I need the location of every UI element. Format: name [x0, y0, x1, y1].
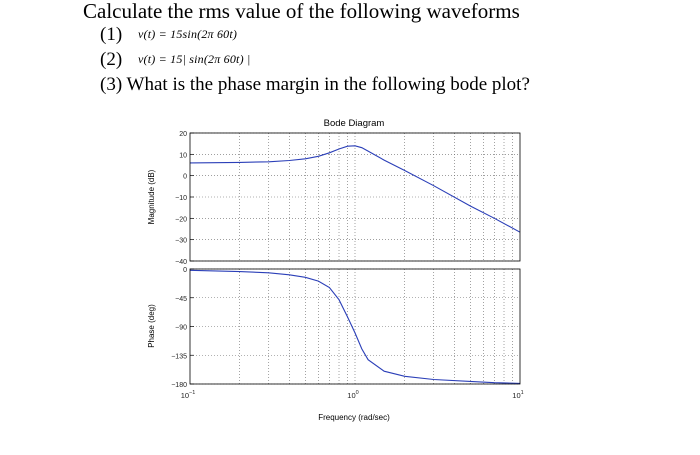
x-tick-exponent: 1 — [521, 390, 524, 396]
magnitude-frame — [189, 132, 521, 262]
phase-y-tick-label: −180 — [171, 382, 187, 389]
phase-x-ticks: 10−1 100 101 — [181, 390, 524, 400]
magnitude-y-tick-label: −10 — [175, 195, 187, 202]
magnitude-y-tick-label: −30 — [175, 238, 187, 245]
question-2-equation: v(t) = 15| sin(2π 60t) | — [138, 52, 251, 66]
phase-y-tick-label: −135 — [171, 353, 187, 360]
magnitude-y-tick-label: 10 — [179, 152, 187, 159]
magnitude-y-tick-label: −20 — [175, 216, 187, 223]
magnitude-y-tick-label: 20 — [179, 131, 187, 138]
phase-y-tick-label: −45 — [175, 296, 187, 303]
phase-y-ticks: 0 −45 −90 −135 −180 — [171, 267, 194, 389]
magnitude-series-line — [189, 145, 521, 233]
phase-y-tick-label: 0 — [183, 267, 187, 274]
magnitude-y-axis-label: Magnitude (dB) — [147, 169, 156, 224]
question-1-number: (1) — [100, 24, 123, 45]
question-2-number: (2) — [100, 49, 123, 70]
phase-y-axis-label: Phase (deg) — [147, 304, 156, 348]
x-tick-label: 10−1 — [181, 390, 196, 400]
magnitude-y-tick-label: −40 — [175, 259, 187, 266]
phase-series-line — [189, 269, 521, 384]
problem-title: Calculate the rms value of the following… — [83, 0, 520, 23]
question-1: (1) v(t) = 15sin(2π 60t) — [100, 22, 237, 47]
question-3: (3) What is the phase margin in the foll… — [100, 74, 530, 95]
chart-title: Bode Diagram — [324, 118, 385, 129]
phase-y-tick-label: −90 — [175, 325, 187, 332]
question-2: (2) v(t) = 15| sin(2π 60t) | — [100, 47, 251, 72]
x-tick-label: 101 — [512, 390, 523, 400]
magnitude-panel: 20 10 0 −10 −20 −30 −40 Magnitude (dB) — [147, 131, 521, 266]
magnitude-y-ticks: 20 10 0 −10 −20 −30 −40 — [175, 131, 194, 266]
x-axis-label: Frequency (rad/sec) — [318, 413, 390, 422]
x-tick-exponent: −1 — [189, 390, 195, 396]
x-tick-label: 100 — [347, 390, 358, 400]
phase-frame — [189, 268, 521, 385]
magnitude-y-tick-label: 0 — [183, 174, 187, 181]
x-tick-exponent: 0 — [356, 390, 359, 396]
phase-panel: 0−45−90−135−180 10−1 100 101 Phase (deg) F… — [147, 267, 524, 422]
question-1-equation: v(t) = 15sin(2π 60t) — [138, 27, 238, 41]
